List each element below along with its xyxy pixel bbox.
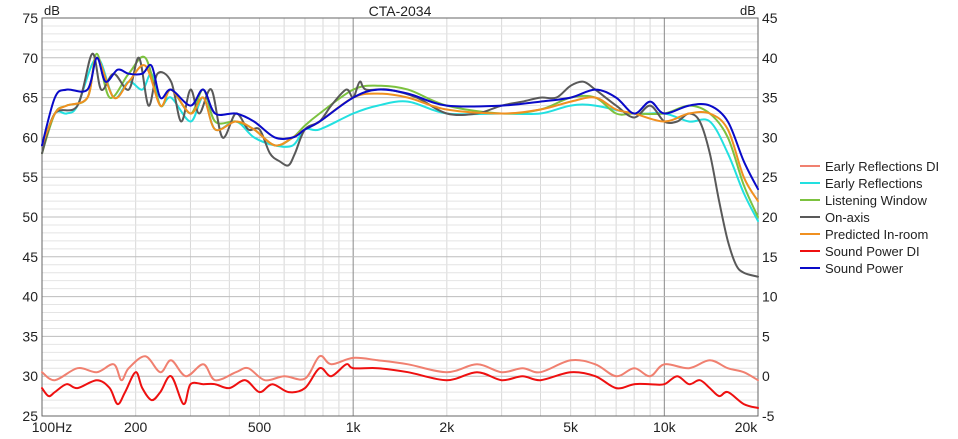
x-tick-label: 100Hz <box>32 419 72 434</box>
legend-item-listening-window: Listening Window <box>800 193 927 208</box>
legend: Early Reflections DI Early Reflections Lis… <box>800 159 939 276</box>
legend-label: Sound Power DI <box>825 244 920 259</box>
y-left-tick-label: 45 <box>22 249 38 265</box>
legend-item-predicted-in-room: Predicted In-room <box>800 227 928 242</box>
y-right-tick-label: 20 <box>762 209 778 225</box>
x-tick-label: 1k <box>346 419 362 434</box>
y-left-axis-label: dB <box>44 3 60 18</box>
series-line-early-reflections-di <box>41 354 759 382</box>
y-right-tick-label: 35 <box>762 90 778 106</box>
x-tick-label: 2k <box>439 419 455 434</box>
y-right-tick-label: 10 <box>762 289 778 305</box>
legend-label: On-axis <box>825 210 870 225</box>
x-tick-label: 5k <box>563 419 579 434</box>
x-tick-label: 200 <box>124 419 148 434</box>
y-left-tick-label: 25 <box>22 408 38 424</box>
y-left-tick-label: 65 <box>22 90 38 106</box>
y-right-tick-label: -5 <box>762 408 775 424</box>
y-left-tick-label: 30 <box>22 368 38 384</box>
legend-label: Listening Window <box>825 193 927 208</box>
y-right-tick-label: 25 <box>762 169 778 185</box>
y-right-tick-label: 40 <box>762 50 778 66</box>
y-right-tick-label: 45 <box>762 10 778 26</box>
y-right-tick-label: 5 <box>762 328 770 344</box>
y-left-tick-label: 55 <box>22 169 38 185</box>
series-line-sound-power <box>41 56 759 191</box>
legend-item-sound-power: Sound Power <box>800 261 904 276</box>
legend-item-sound-power-di: Sound Power DI <box>800 244 920 259</box>
y-right-tick-label: 15 <box>762 249 778 265</box>
x-tick-label: 10k <box>653 419 677 434</box>
axis-labels: 100Hz 200 500 1k 2k 5k 10k 20k25303540455055606… <box>22 10 778 435</box>
y-right-axis-label: dB <box>740 3 756 18</box>
y-right-tick-label: 30 <box>762 129 778 145</box>
legend-label: Early Reflections <box>825 176 923 191</box>
series-line-sound-power-di <box>41 363 759 409</box>
legend-label: Sound Power <box>825 261 904 276</box>
y-left-tick-label: 40 <box>22 289 38 305</box>
legend-item-early-reflections: Early Reflections <box>800 176 923 191</box>
legend-label: Early Reflections DI <box>825 159 939 174</box>
y-right-tick-label: 0 <box>762 368 770 384</box>
y-left-tick-label: 70 <box>22 50 38 66</box>
x-tick-label: 20k <box>735 419 759 434</box>
chart-title: CTA-2034 <box>369 3 432 19</box>
series-line-listening-window <box>41 52 759 218</box>
series-layer <box>41 52 759 409</box>
x-tick-label: 500 <box>248 419 272 434</box>
legend-item-early-reflections-di: Early Reflections DI <box>800 159 939 174</box>
legend-label: Predicted In-room <box>825 227 928 242</box>
y-left-tick-label: 50 <box>22 209 38 225</box>
y-left-tick-label: 35 <box>22 328 38 344</box>
y-left-tick-label: 75 <box>22 10 38 26</box>
y-left-tick-label: 60 <box>22 129 38 145</box>
legend-item-on-axis: On-axis <box>800 210 870 225</box>
